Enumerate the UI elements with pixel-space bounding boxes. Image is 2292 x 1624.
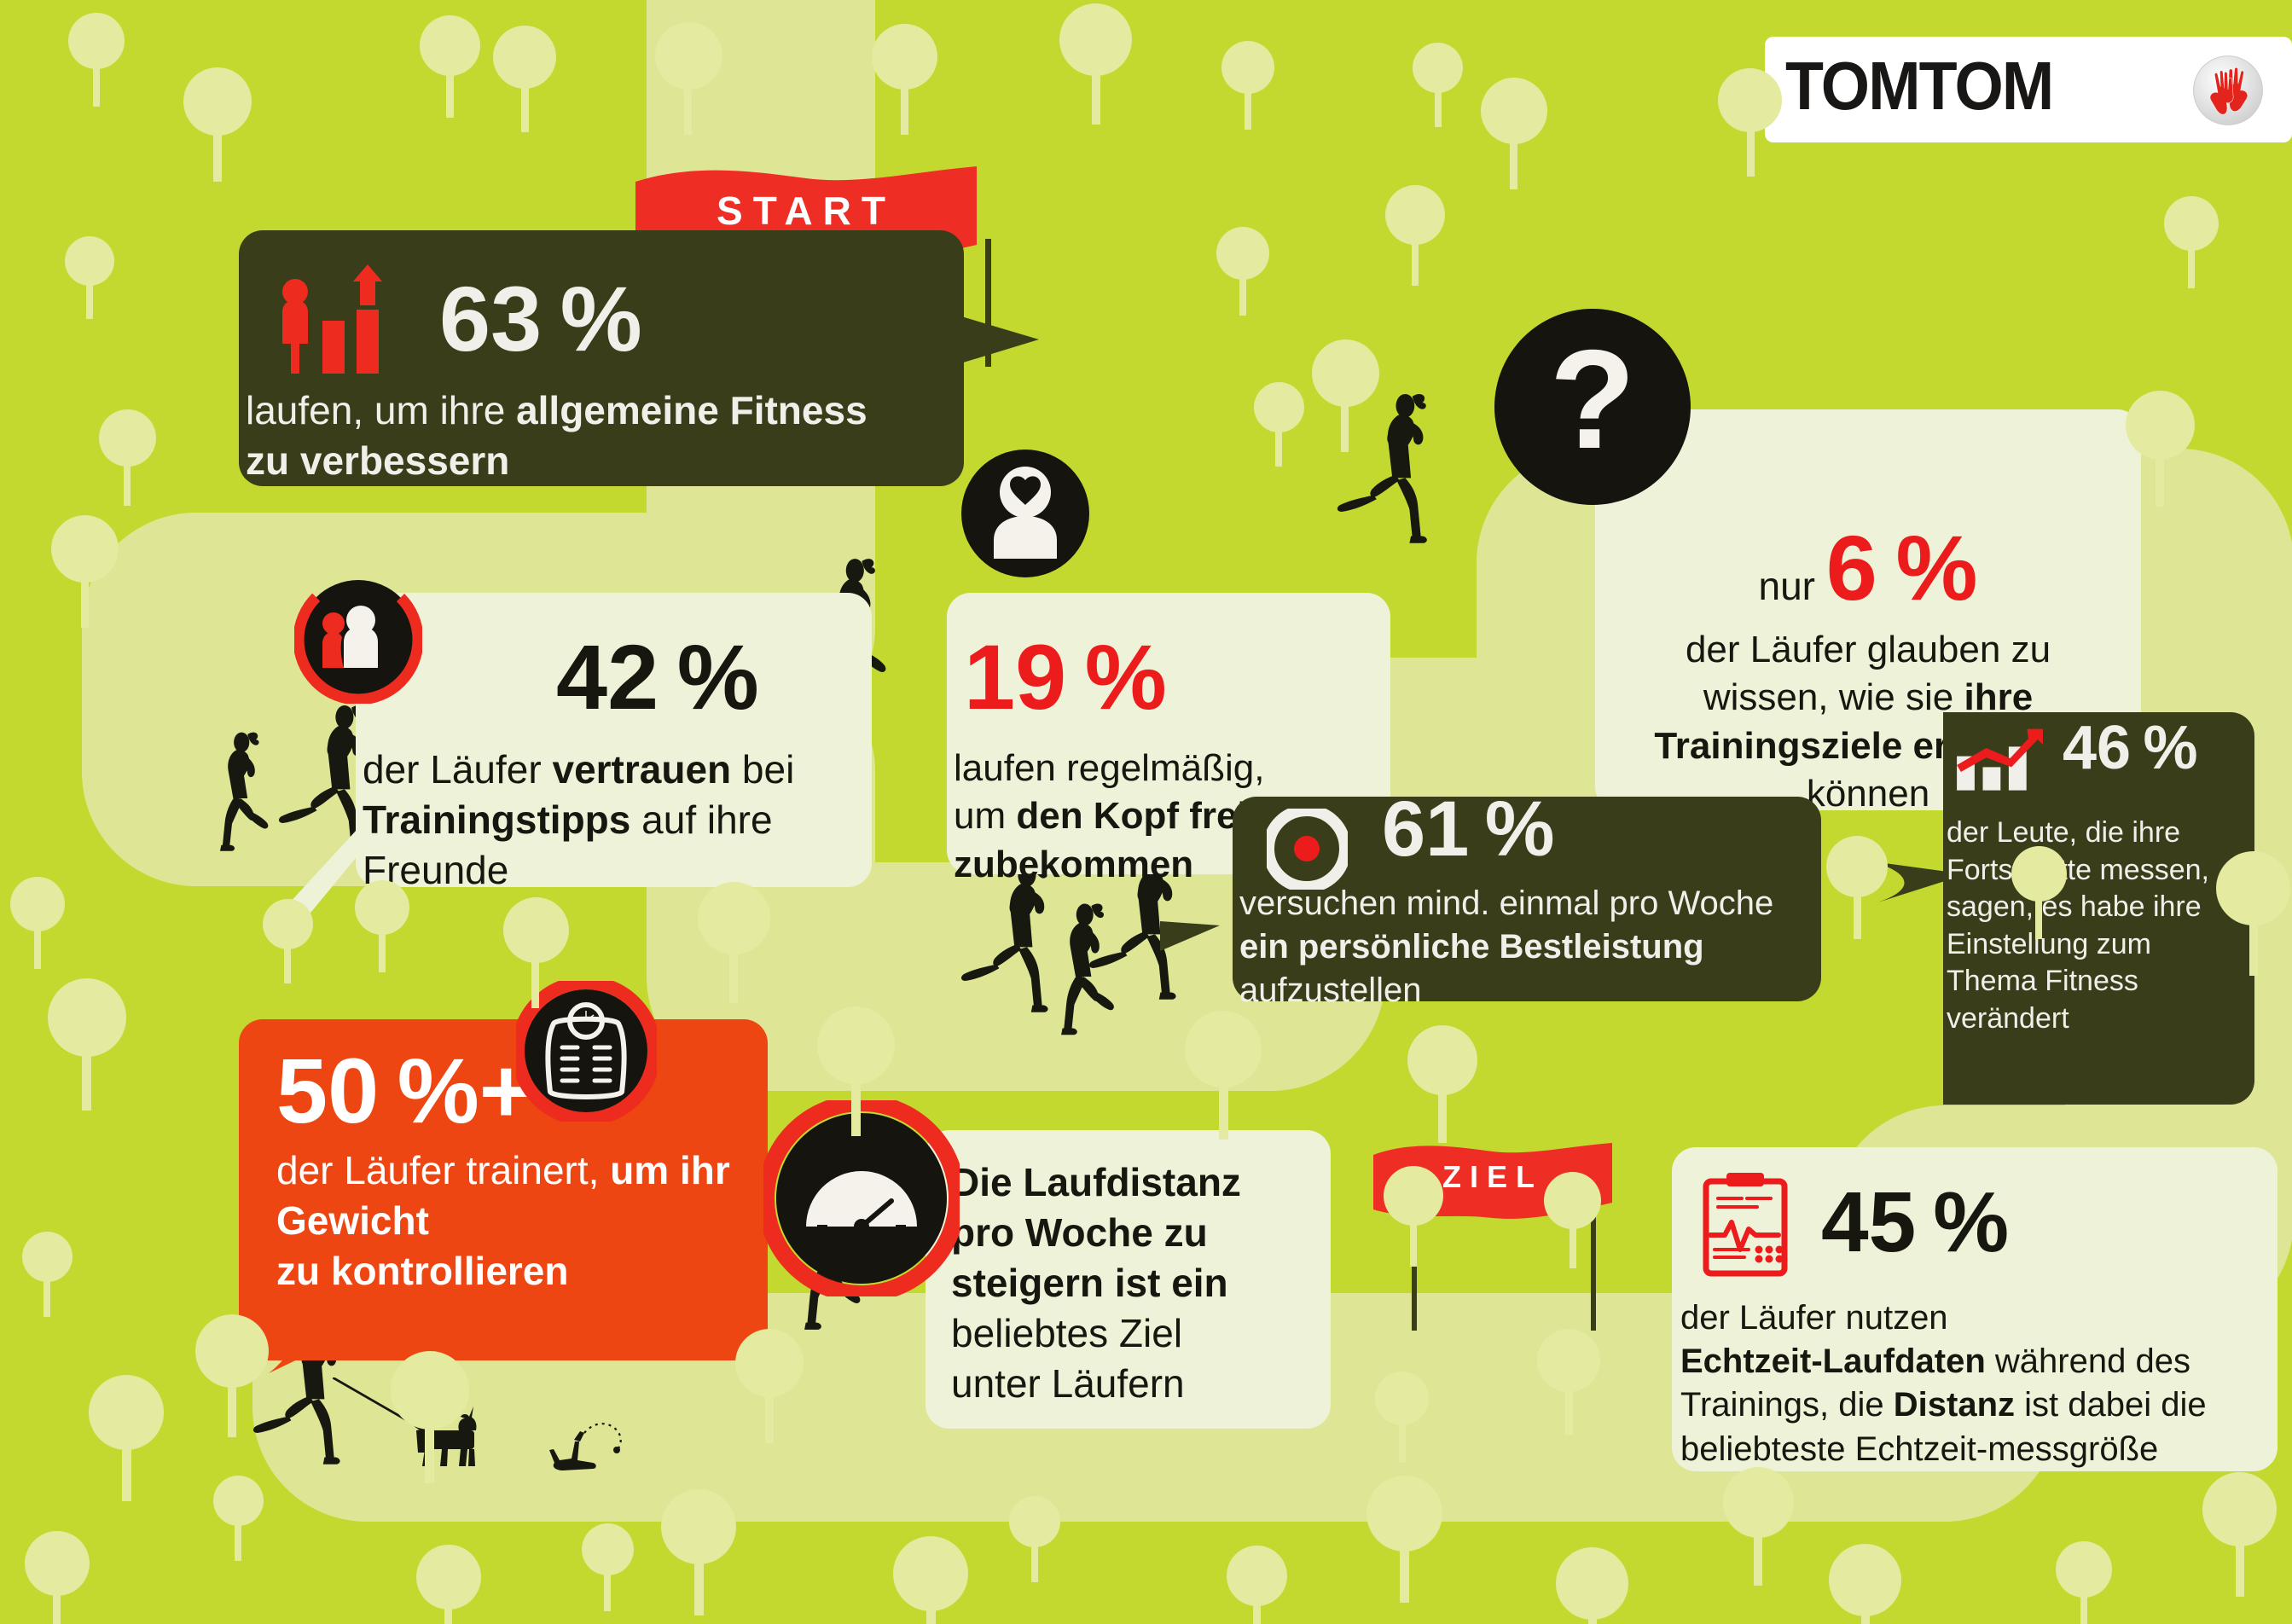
svg-text:START: START <box>717 188 896 233</box>
svg-text:ZIEL: ZIEL <box>1442 1159 1543 1194</box>
svg-text:?: ? <box>1550 321 1636 478</box>
